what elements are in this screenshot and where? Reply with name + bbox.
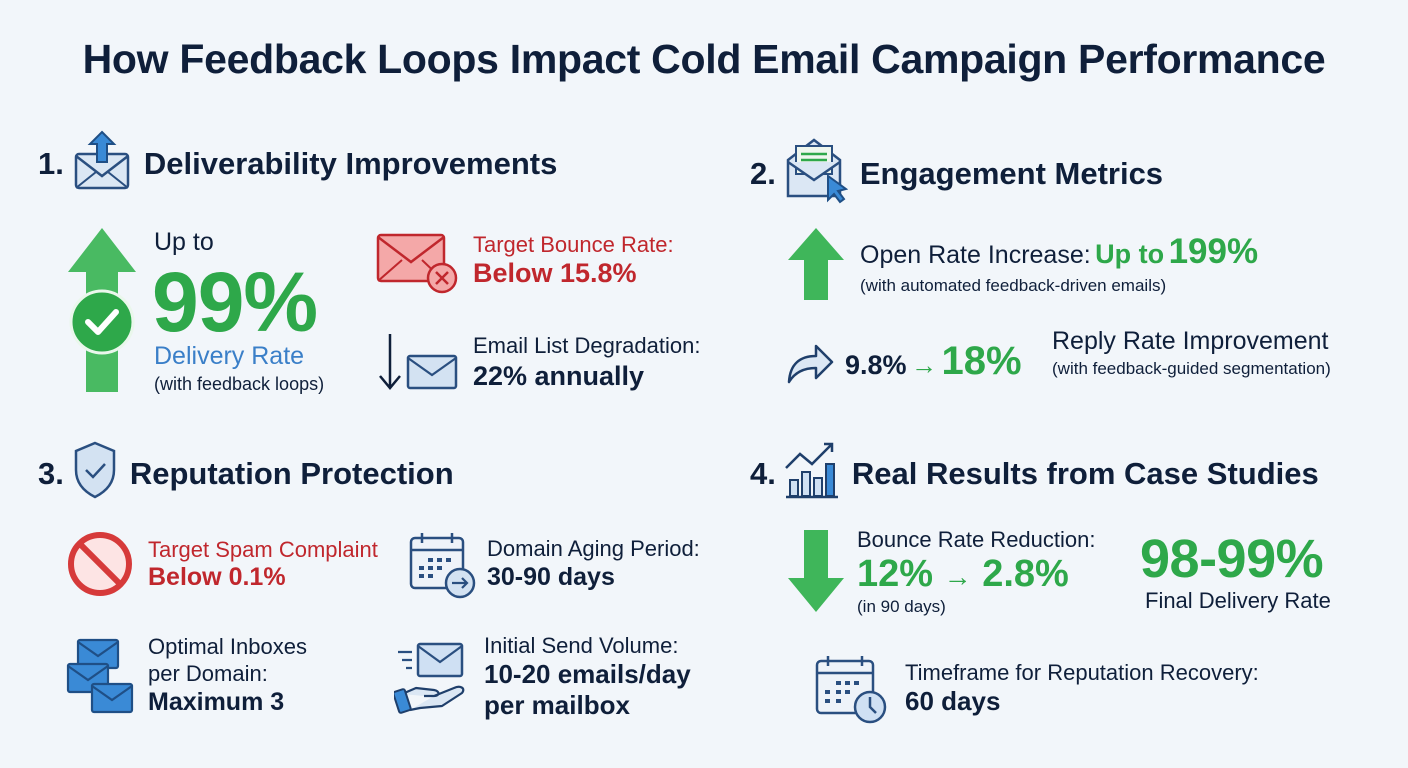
send-volume-value-line-2: per mailbox	[484, 690, 630, 720]
reply-rate-label: Reply Rate Improvement	[1052, 327, 1329, 355]
open-rate-label: Open Rate Increase:	[860, 241, 1091, 269]
reply-rate-to: 18%	[941, 339, 1022, 383]
bounce-target-label: Target Bounce Rate:	[473, 232, 674, 257]
spam-target-value: Below 0.1%	[148, 563, 286, 591]
envelope-error-icon	[376, 232, 462, 301]
hand-envelope-icon	[392, 638, 474, 723]
section-1-heading: 1. Deliverability Improvements	[38, 128, 557, 200]
envelope-open-cursor-icon	[784, 136, 849, 212]
send-volume-label: Initial Send Volume:	[484, 633, 679, 658]
section-number: 2.	[750, 156, 776, 191]
hero-note: (with feedback loops)	[154, 374, 325, 394]
open-rate-note: (with automated feedback-driven emails)	[860, 276, 1167, 295]
calendar-arrow-icon	[408, 530, 478, 605]
send-volume-value-line-1: 10-20 emails/day	[484, 659, 691, 689]
reply-rate-from: 9.8%	[845, 350, 907, 380]
list-degradation-label: Email List Degradation:	[473, 333, 701, 358]
open-rate-prefix: Up to	[1095, 239, 1165, 269]
envelope-upload-icon	[72, 128, 132, 200]
inboxes-label-line-1: Optimal Inboxes	[148, 634, 307, 659]
open-rate-value: 199%	[1168, 232, 1259, 271]
domain-aging-value: 30-90 days	[487, 563, 615, 591]
shield-check-icon	[72, 440, 118, 508]
recovery-value: 60 days	[905, 686, 1001, 716]
up-arrow-check-icon	[66, 226, 138, 399]
bounce-from: 12%	[857, 553, 934, 595]
domain-aging-label: Domain Aging Period:	[487, 536, 700, 561]
hero-prefix: Up to	[154, 228, 214, 256]
section-title: Deliverability Improvements	[143, 146, 558, 181]
section-number: 1.	[38, 146, 64, 181]
final-delivery-value: 98-99%	[1140, 529, 1324, 589]
multiple-envelopes-icon	[66, 636, 136, 725]
reply-rate-note: (with feedback-guided segmentation)	[1052, 359, 1331, 378]
bounce-reduction-change: 12% → 2.8%	[857, 553, 1069, 597]
prohibited-icon	[66, 530, 134, 603]
bounce-reduction-label: Bounce Rate Reduction:	[857, 527, 1096, 552]
hero-value: 99%	[152, 255, 318, 349]
hero-label: Delivery Rate	[154, 342, 305, 370]
section-number: 4.	[750, 456, 776, 491]
inboxes-label-line-2: per Domain:	[148, 661, 268, 686]
final-delivery-label: Final Delivery Rate	[1145, 588, 1331, 613]
bar-chart-trend-icon	[784, 440, 840, 508]
bounce-to: 2.8%	[982, 553, 1069, 595]
bounce-reduction-note: (in 90 days)	[857, 597, 946, 616]
spam-target-label: Target Spam Complaint	[148, 537, 378, 562]
open-rate-line: Open Rate Increase: Up to 199%	[860, 232, 1258, 272]
section-3-heading: 3. Reputation Protection	[38, 440, 454, 508]
bounce-arrow: →	[943, 561, 972, 592]
reply-rate-arrow: →	[911, 350, 937, 380]
up-arrow-icon	[786, 226, 846, 307]
list-degradation-value: 22% annually	[473, 361, 645, 391]
bounce-target-value: Below 15.8%	[473, 258, 637, 288]
section-number: 3.	[38, 456, 64, 491]
section-4-heading: 4. Real Results from Case Studies	[750, 440, 1319, 508]
page-title: How Feedback Loops Impact Cold Email Cam…	[82, 36, 1326, 82]
calendar-clock-icon	[814, 653, 890, 730]
section-2-heading: 2. Engagement Metrics	[750, 136, 1163, 212]
section-title: Engagement Metrics	[859, 156, 1164, 191]
section-title: Real Results from Case Studies	[851, 456, 1319, 491]
recovery-label: Timeframe for Reputation Recovery:	[905, 660, 1259, 685]
section-title: Reputation Protection	[129, 456, 454, 491]
down-arrow-envelope-icon	[376, 332, 462, 397]
forward-arrow-icon	[786, 342, 834, 389]
inboxes-value: Maximum 3	[148, 688, 285, 716]
reply-rate-change: 9.8% → 18%	[845, 338, 1022, 384]
down-arrow-icon	[786, 528, 846, 619]
